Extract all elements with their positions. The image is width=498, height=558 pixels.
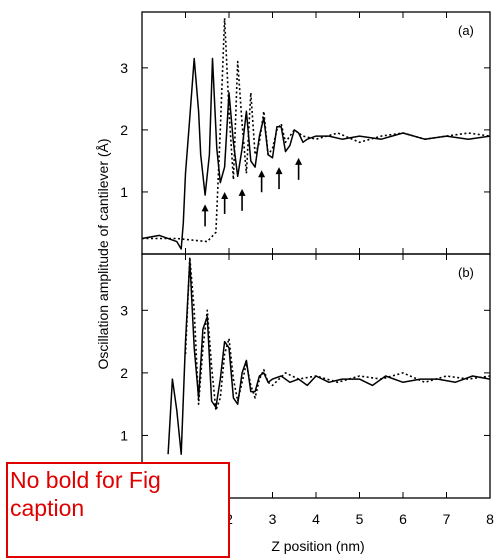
panel-b-y-tick-label: 2 bbox=[120, 365, 128, 381]
panel-b-series-solid bbox=[167, 259, 491, 455]
annotation-box bbox=[6, 462, 230, 558]
x-tick-label: 4 bbox=[312, 511, 320, 527]
x-tick-label: 7 bbox=[443, 511, 451, 527]
panel-a-arrow-head bbox=[275, 167, 283, 175]
panel-a-series-dotted bbox=[142, 17, 491, 243]
panel-b-series-dotted bbox=[184, 256, 491, 412]
x-tick-label: 3 bbox=[269, 511, 277, 527]
x-tick-label: 5 bbox=[356, 511, 364, 527]
x-tick-label: 8 bbox=[486, 511, 494, 527]
panel-a-y-tick-label: 1 bbox=[120, 184, 128, 200]
panel-a-arrow-head bbox=[238, 188, 246, 196]
x-axis-title: Z position (nm) bbox=[271, 538, 364, 554]
panel-a-series-solid bbox=[141, 57, 491, 250]
panel-a-arrow-head bbox=[201, 204, 209, 212]
panel-b-y-tick-label: 1 bbox=[120, 427, 128, 443]
panel-a-arrow-head bbox=[221, 191, 229, 199]
panel-a-label: (a) bbox=[458, 23, 474, 38]
x-axis-ticks: 2345678 bbox=[225, 511, 494, 527]
y-axis-title: Oscillation amplitude of cantilever (Å) bbox=[95, 138, 111, 369]
panel-b-plot: 1 2 3 bbox=[120, 254, 491, 498]
panel-a-arrow-head bbox=[295, 157, 303, 165]
panel-b-y-tick-label: 3 bbox=[120, 302, 128, 318]
panel-a-y-tick-label: 3 bbox=[120, 60, 128, 76]
panel-b-label: (b) bbox=[458, 265, 474, 280]
panel-a-frame bbox=[141, 11, 491, 255]
panel-a-plot: 1 2 3 bbox=[120, 12, 491, 254]
panel-a-y-tick-label: 2 bbox=[120, 122, 128, 138]
annotation-text: No bold for Fig caption bbox=[10, 467, 161, 521]
x-tick-label: 6 bbox=[399, 511, 407, 527]
panel-a-arrow-head bbox=[258, 170, 266, 178]
